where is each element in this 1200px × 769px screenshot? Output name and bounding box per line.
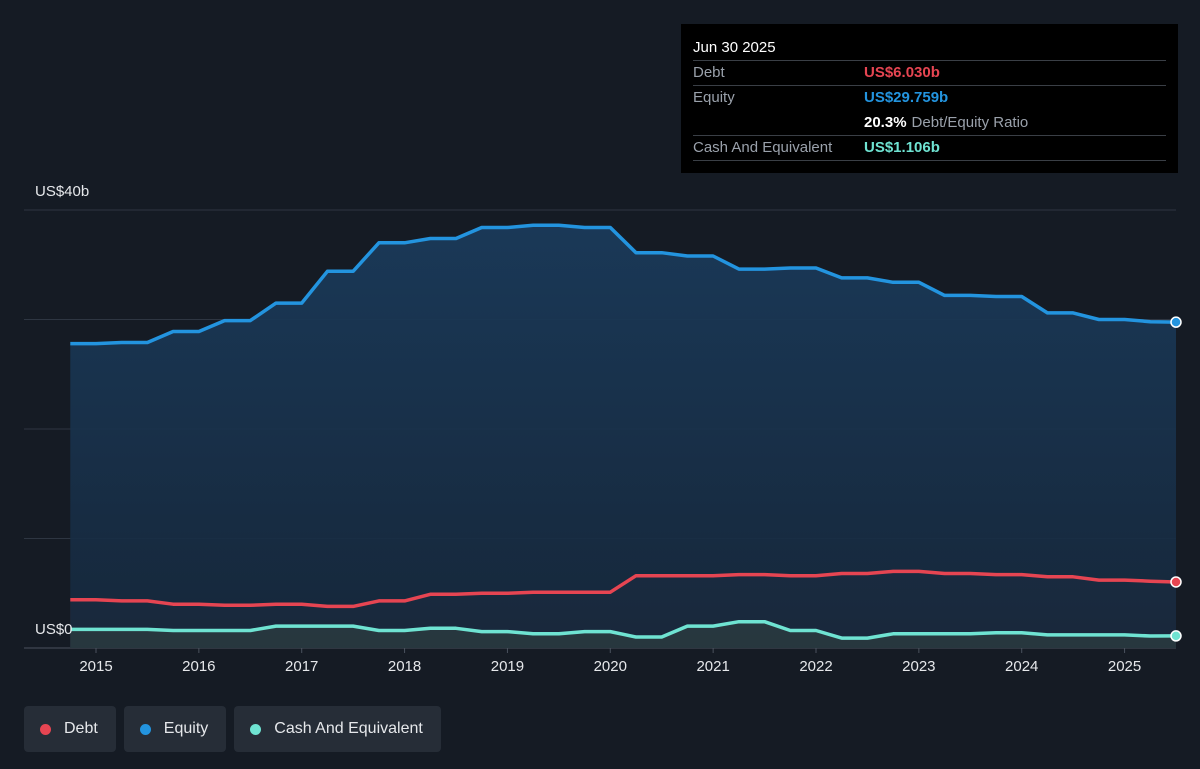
legend-item[interactable]: Equity	[123, 706, 227, 752]
legend-item[interactable]: Debt	[24, 706, 116, 752]
y-tick-label: US$40b	[35, 183, 89, 200]
tooltip-label: Equity	[693, 89, 735, 106]
tooltip-label: Cash And Equivalent	[693, 139, 833, 156]
x-tick-label: 2020	[594, 658, 627, 675]
spacer	[693, 111, 864, 135]
chart: US$0 US$40b 2015 2016 2017 2018 2019 2020 2021 20…	[24, 183, 1182, 675]
tooltip-value: 20.3%	[864, 114, 907, 131]
legend-swatch	[250, 723, 262, 735]
end-point	[1170, 630, 1182, 642]
x-tick-label: 2017	[285, 658, 318, 675]
tooltip-label: Debt/Equity Ratio	[911, 114, 1029, 131]
legend-item[interactable]: Cash And Equivalent	[234, 706, 441, 752]
tooltip-value: US$6.030b	[864, 64, 940, 81]
tooltip-row: 20.3% Debt/Equity Ratio	[693, 110, 1166, 135]
x-tick-label: 2018	[388, 658, 421, 675]
tooltip-row: Cash And Equivalent US$1.106b	[693, 135, 1166, 161]
legend-label: Cash And Equivalent	[274, 720, 423, 737]
legend-label: Equity	[163, 720, 209, 737]
tooltip-date: Jun 30 2025	[693, 39, 776, 56]
line	[70, 619, 1177, 640]
tooltip-value: US$29.759b	[864, 89, 949, 106]
legend-swatch	[40, 723, 51, 735]
x-tick-label: 2019	[491, 658, 524, 675]
x-tick-label: 2015	[79, 658, 112, 675]
x-tick-label: 2025	[1108, 658, 1141, 675]
tooltip-value: US$1.106b	[864, 139, 940, 156]
tooltip-row: Equity US$29.759b	[693, 85, 1166, 110]
tooltip-row: Debt US$6.030b	[693, 60, 1166, 85]
x-tick-label: 2024	[1005, 658, 1038, 675]
tooltip: Jun 30 2025 Debt US$6.030b Equity US$29.…	[681, 24, 1178, 173]
x-tick-label: 2022	[799, 658, 832, 675]
y-tick-label: US$0	[35, 621, 73, 638]
x-tick-label: 2023	[902, 658, 935, 675]
legend: Debt Equity Cash And Equivalent	[24, 706, 441, 752]
line	[70, 569, 1177, 609]
end-point	[1170, 316, 1182, 328]
end-point	[1170, 576, 1182, 588]
x-tick-label: 2016	[182, 658, 215, 675]
legend-swatch	[139, 723, 151, 735]
area	[70, 225, 1176, 649]
x-tick-label: 2021	[696, 658, 729, 675]
tooltip-label: Debt	[693, 64, 725, 81]
legend-label: Debt	[64, 720, 98, 737]
line	[70, 223, 1177, 346]
